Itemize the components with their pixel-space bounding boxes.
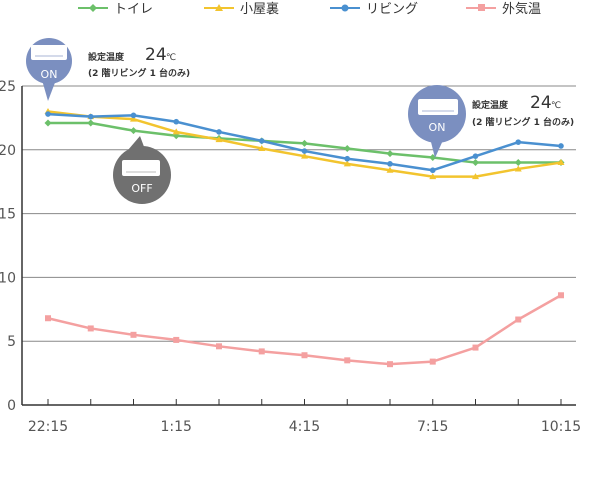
series-2: [45, 111, 564, 174]
legend-marker-living: [341, 4, 349, 12]
data-point: [387, 161, 393, 167]
air-conditioner-icon: [418, 99, 458, 115]
data-point: [515, 139, 522, 145]
air-conditioner-icon: [31, 45, 67, 60]
data-point: [130, 112, 137, 119]
air-conditioner-icon: [122, 160, 160, 176]
data-point: [344, 155, 351, 162]
note-unit-start: ℃: [166, 53, 176, 63]
data-point: [301, 139, 308, 147]
y-tick-label: 25: [0, 79, 16, 95]
note-temp-end: 24: [530, 93, 552, 113]
bubble-label-on-end: ON: [429, 121, 446, 134]
x-tick-label: 1:15: [161, 419, 192, 435]
bubble-label-off: OFF: [131, 182, 152, 195]
data-point: [343, 160, 351, 167]
data-point: [87, 113, 94, 120]
data-point: [472, 173, 479, 180]
legend-label-toilet: トイレ: [114, 2, 153, 17]
data-point: [258, 138, 265, 144]
data-point: [386, 166, 394, 173]
annotation-on-end: ON 設定温度 24 ℃ (2 階リビング 1 台のみ): [408, 85, 574, 158]
data-point: [173, 118, 180, 125]
x-tick-label: 10:15: [541, 419, 581, 435]
data-point: [87, 325, 94, 332]
y-tick-label: 20: [0, 143, 16, 159]
legend-marker-attic: [215, 4, 223, 11]
data-point: [301, 152, 308, 159]
annotation-on-start: ON 設定温度 24 ℃ (2 階リビング 1 台のみ): [26, 38, 190, 101]
legend-item-attic: 小屋裏: [204, 2, 279, 17]
legend-item-outdoor: 外気温: [466, 1, 541, 17]
y-axis-ticks: 0 5 10 15 20 25: [0, 79, 16, 414]
data-point: [216, 129, 222, 135]
data-point: [514, 159, 522, 167]
data-point: [429, 167, 436, 174]
note-detail-start: (2 階リビング 1 台のみ): [88, 67, 190, 79]
legend-item-living: リビング: [330, 2, 418, 17]
ac-off-bubble: OFF: [113, 136, 171, 204]
data-point: [216, 343, 222, 350]
data-point: [215, 136, 223, 143]
bubble-label-on-start: ON: [41, 68, 58, 81]
data-point: [386, 150, 394, 158]
data-point: [472, 159, 479, 167]
data-point: [558, 143, 564, 149]
series-0: [44, 119, 565, 167]
y-tick-label: 5: [7, 334, 16, 350]
data-point: [258, 348, 265, 355]
ac-on-bubble-end: ON: [408, 85, 466, 158]
data-point: [472, 153, 479, 159]
data-point: [558, 292, 564, 299]
note-title-start: 設定温度: [88, 51, 125, 63]
data-point: [172, 128, 180, 135]
legend-item-toilet: トイレ: [78, 2, 153, 17]
data-point: [515, 316, 522, 323]
data-point: [472, 344, 479, 351]
note-detail-end: (2 階リビング 1 台のみ): [472, 116, 574, 128]
data-point: [130, 115, 137, 122]
data-point: [429, 358, 436, 365]
data-point: [87, 119, 95, 127]
data-point: [44, 119, 52, 127]
data-point: [344, 357, 351, 364]
x-tick-label: 22:15: [28, 419, 68, 435]
y-tick-label: 10: [0, 270, 16, 286]
data-point: [130, 127, 137, 135]
legend-label-attic: 小屋裏: [240, 2, 279, 17]
data-point: [130, 331, 137, 338]
data-point: [45, 315, 51, 322]
data-point: [301, 352, 308, 359]
legend-marker-outdoor: [478, 4, 485, 11]
y-tick-label: 15: [0, 207, 16, 223]
legend-label-outdoor: 外気温: [502, 1, 541, 17]
data-point: [173, 336, 180, 343]
data-point: [387, 361, 393, 368]
axes: [21, 86, 576, 406]
data-point: [514, 165, 522, 172]
y-tick-label: 0: [7, 398, 16, 414]
data-point: [301, 148, 308, 154]
legend: トイレ 小屋裏 リビング 外気温: [78, 1, 541, 17]
data-point: [258, 145, 266, 152]
series-3: [45, 292, 564, 368]
x-axis-ticks: 22:15 1:15 4:15 7:15 10:15: [28, 399, 581, 435]
data-point: [343, 145, 351, 153]
ac-on-bubble-start: ON: [26, 38, 72, 101]
legend-marker-toilet: [89, 4, 97, 12]
annotation-off: OFF: [113, 136, 171, 204]
data-point: [429, 173, 437, 180]
data-point: [45, 111, 51, 117]
data-point: [557, 159, 565, 166]
note-title-end: 設定温度: [472, 99, 509, 111]
note-temp-start: 24: [145, 45, 167, 65]
x-tick-label: 7:15: [417, 419, 448, 435]
series-lines: [44, 108, 565, 368]
note-unit-end: ℃: [551, 101, 561, 111]
x-tick-label: 4:15: [289, 419, 320, 435]
series-1: [44, 108, 565, 180]
legend-label-living: リビング: [366, 2, 418, 17]
